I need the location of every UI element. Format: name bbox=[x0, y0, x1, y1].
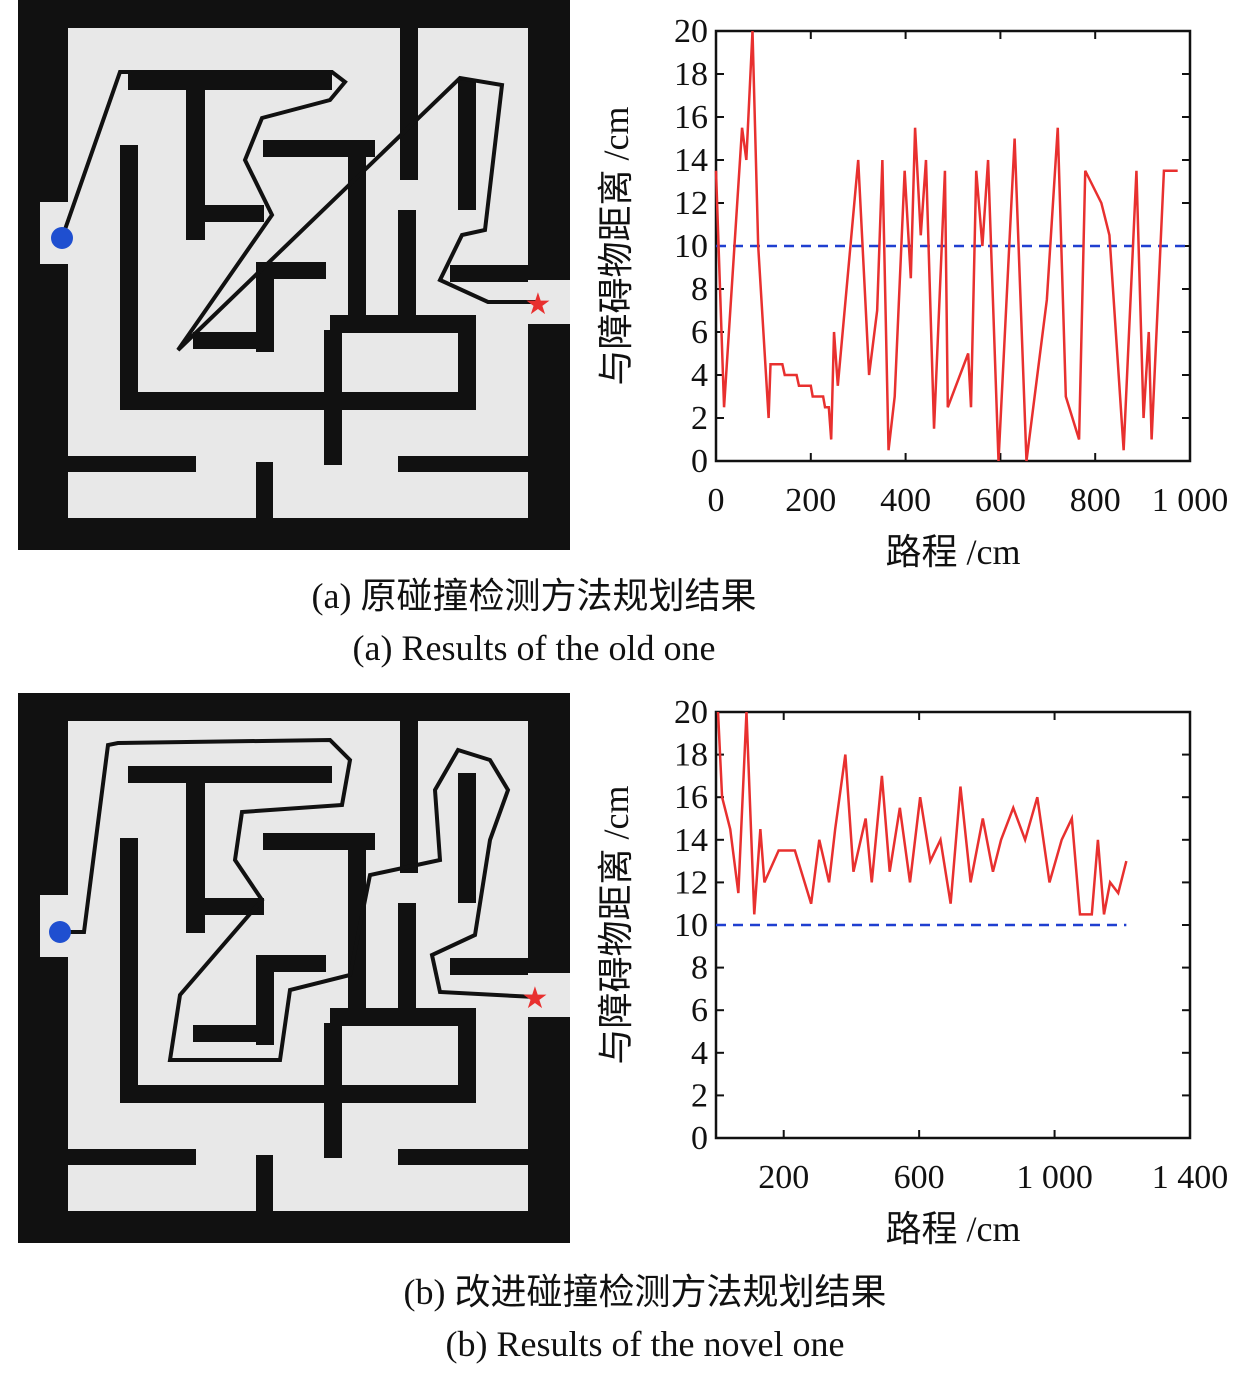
y-tick-label: 2 bbox=[691, 1077, 708, 1114]
y-tick-label: 18 bbox=[674, 737, 708, 774]
x-tick-label: 1 400 bbox=[1152, 1159, 1229, 1196]
y-tick-label: 8 bbox=[691, 950, 708, 987]
y-tick-label: 0 bbox=[691, 443, 708, 480]
y-tick-label: 8 bbox=[691, 271, 708, 308]
x-axis-label: 路程 /cm bbox=[886, 532, 1021, 572]
y-tick-label: 20 bbox=[674, 694, 708, 731]
maze-a: ★ bbox=[18, 0, 570, 550]
y-tick-label: 20 bbox=[674, 13, 708, 50]
y-axis-label: 与障碍物距离 /cm bbox=[596, 107, 636, 386]
y-tick-label: 6 bbox=[691, 314, 708, 351]
x-tick-label: 200 bbox=[758, 1159, 809, 1196]
x-axis-label: 路程 /cm bbox=[886, 1209, 1021, 1249]
svg-text:★: ★ bbox=[525, 288, 552, 321]
y-axis-label: 与障碍物距离 /cm bbox=[596, 786, 636, 1065]
x-tick-label: 800 bbox=[1070, 482, 1121, 519]
x-tick-label: 600 bbox=[894, 1159, 945, 1196]
data-line bbox=[716, 711, 1128, 916]
caption: (a) Results of the old one bbox=[353, 628, 716, 668]
y-tick-label: 0 bbox=[691, 1120, 708, 1157]
caption: (a) 原碰撞检测方法规划结果 bbox=[312, 576, 757, 616]
caption: (b) 改进碰撞检测方法规划结果 bbox=[404, 1272, 887, 1312]
x-tick-label: 600 bbox=[975, 482, 1026, 519]
y-tick-label: 14 bbox=[674, 822, 708, 859]
y-tick-label: 12 bbox=[674, 185, 708, 222]
y-tick-label: 12 bbox=[674, 864, 708, 901]
x-tick-label: 0 bbox=[708, 482, 725, 519]
svg-text:★: ★ bbox=[522, 982, 549, 1015]
caption: (b) Results of the novel one bbox=[446, 1324, 845, 1364]
x-tick-label: 1 000 bbox=[1016, 1159, 1093, 1196]
maze-b: ★ bbox=[18, 693, 570, 1243]
y-tick-label: 4 bbox=[691, 357, 708, 394]
y-tick-label: 14 bbox=[674, 142, 708, 179]
x-tick-label: 1 000 bbox=[1152, 482, 1229, 519]
y-tick-label: 4 bbox=[691, 1035, 708, 1072]
y-tick-label: 10 bbox=[674, 228, 708, 265]
y-tick-label: 16 bbox=[674, 779, 708, 816]
y-tick-label: 16 bbox=[674, 99, 708, 136]
y-tick-label: 10 bbox=[674, 907, 708, 944]
y-tick-label: 2 bbox=[691, 400, 708, 437]
x-tick-label: 400 bbox=[880, 482, 931, 519]
x-tick-label: 200 bbox=[785, 482, 836, 519]
y-tick-label: 18 bbox=[674, 56, 708, 93]
y-tick-label: 6 bbox=[691, 992, 708, 1029]
data-line bbox=[714, 30, 1178, 462]
